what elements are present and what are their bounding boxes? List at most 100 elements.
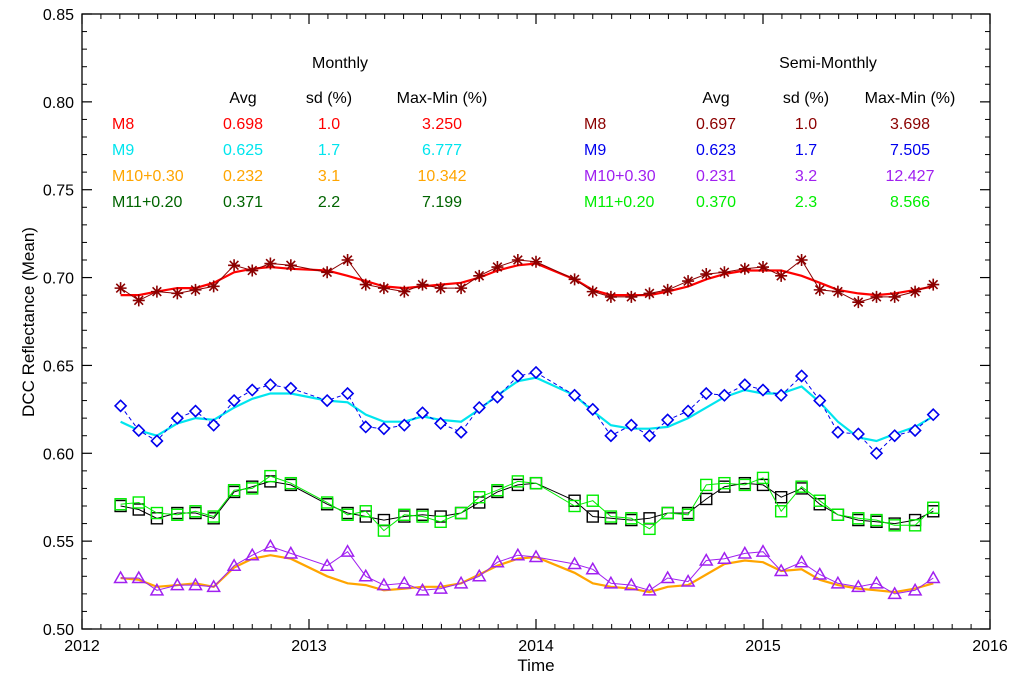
data-point xyxy=(170,411,184,425)
series-line xyxy=(120,475,934,532)
data-point xyxy=(625,512,638,525)
series-line xyxy=(120,259,934,303)
data-point xyxy=(511,475,525,488)
data-point xyxy=(228,259,241,272)
data-point xyxy=(376,577,392,591)
data-point xyxy=(416,510,429,523)
data-point xyxy=(852,296,865,309)
data-point xyxy=(415,406,430,420)
data-point xyxy=(926,407,940,422)
x-tick-label: 2014 xyxy=(518,638,554,655)
data-point xyxy=(738,478,752,492)
data-point xyxy=(397,575,412,589)
series-layer xyxy=(113,254,941,600)
data-point xyxy=(490,554,505,568)
stats-header: Max-Min (%) xyxy=(865,90,956,107)
stats-cell-label: M8 xyxy=(584,116,606,133)
data-point xyxy=(359,278,372,291)
data-point xyxy=(813,494,826,507)
data-point xyxy=(852,512,865,525)
stats-cell-maxmin: 12.427 xyxy=(886,168,935,185)
data-point xyxy=(453,575,469,589)
data-point xyxy=(227,483,241,497)
data-point xyxy=(813,283,826,296)
stats-cell-avg: 0.625 xyxy=(223,142,263,159)
stats-cell-maxmin: 10.342 xyxy=(418,168,467,185)
stats-cell-avg: 0.370 xyxy=(696,194,736,211)
data-point xyxy=(530,255,542,268)
data-point xyxy=(454,425,468,439)
data-point xyxy=(888,429,902,443)
data-point xyxy=(870,513,883,527)
data-point xyxy=(625,290,638,303)
data-point xyxy=(908,423,922,438)
y-tick-label: 0.75 xyxy=(43,183,74,200)
series-m9-semi-monthly xyxy=(113,365,940,460)
data-point xyxy=(661,506,674,520)
data-point xyxy=(114,282,127,295)
data-point xyxy=(643,522,656,536)
data-point xyxy=(434,282,447,295)
data-point xyxy=(377,422,391,436)
data-point xyxy=(568,273,581,286)
data-point xyxy=(661,283,674,296)
data-point xyxy=(756,478,770,492)
data-point xyxy=(340,544,355,557)
data-point xyxy=(490,390,505,404)
data-point xyxy=(264,257,277,270)
data-point xyxy=(660,570,675,584)
data-point xyxy=(681,404,695,418)
data-point xyxy=(813,393,827,408)
data-point xyxy=(699,386,713,401)
stats-cell-label: M10+0.30 xyxy=(112,168,184,185)
data-point xyxy=(320,496,334,509)
data-point xyxy=(398,285,411,298)
y-tick-label: 0.65 xyxy=(43,358,74,375)
data-point xyxy=(604,290,617,303)
x-tick-label: 2015 xyxy=(745,638,781,655)
data-point xyxy=(888,290,901,303)
data-point xyxy=(586,494,599,507)
data-point xyxy=(455,282,468,295)
data-point xyxy=(681,508,695,521)
stats-cell-maxmin: 6.777 xyxy=(422,142,462,159)
data-point xyxy=(794,369,809,383)
data-point xyxy=(717,388,732,402)
data-point xyxy=(927,501,940,514)
stats-cell-avg: 0.232 xyxy=(223,168,263,185)
data-point xyxy=(491,483,504,497)
data-point xyxy=(586,402,600,416)
data-point xyxy=(171,287,184,300)
data-point xyxy=(321,266,334,279)
data-point xyxy=(528,549,544,563)
data-point xyxy=(471,568,487,582)
data-point xyxy=(113,570,128,584)
data-point xyxy=(869,446,884,460)
series-line xyxy=(120,545,934,595)
data-point xyxy=(263,538,278,552)
data-point xyxy=(624,418,638,432)
series-line xyxy=(120,376,934,443)
y-tick-label: 0.55 xyxy=(43,534,74,551)
data-point xyxy=(132,503,145,516)
data-point xyxy=(207,418,221,432)
stats-cell-sd: 2.2 xyxy=(318,194,340,211)
stats-cell-sd: 1.7 xyxy=(795,142,817,159)
data-point xyxy=(567,556,582,570)
data-point xyxy=(680,574,696,587)
data-point xyxy=(908,519,922,532)
data-point xyxy=(284,259,297,272)
data-point xyxy=(150,434,164,448)
data-point xyxy=(114,498,127,511)
data-point xyxy=(434,515,447,529)
data-point xyxy=(795,254,808,266)
data-point xyxy=(340,386,355,401)
data-point xyxy=(284,476,298,490)
data-point xyxy=(698,552,714,566)
data-point xyxy=(756,471,770,485)
stats-cell-label: M9 xyxy=(584,142,606,159)
stats-cell-maxmin: 3.250 xyxy=(422,116,462,133)
data-point xyxy=(189,505,202,518)
stats-table-1: Semi-Monthly Avg sd (%) Max-Min (%) M8 0.697 1… xyxy=(584,55,955,211)
